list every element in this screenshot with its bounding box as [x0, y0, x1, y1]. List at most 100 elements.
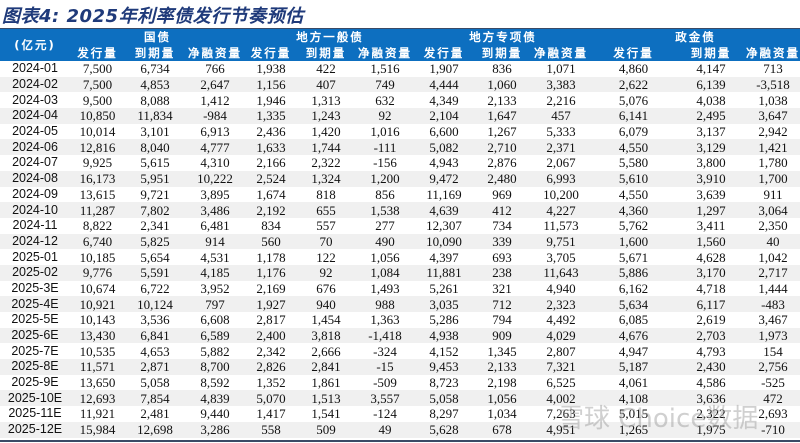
table-row: 2025-12E 15,984 12,698 3,286 558 509 49 5,628 67…	[0, 421, 800, 438]
table-cell: 1,633	[245, 139, 297, 156]
table-cell: 1,600	[591, 233, 676, 250]
table-cell: 5,654	[140, 249, 170, 265]
table-cell: 10,200	[543, 186, 579, 202]
table-cell: -525	[761, 375, 785, 391]
table-cell: 2,430	[676, 359, 746, 375]
table-cell: 6,117	[676, 296, 746, 312]
table-cell: 1,420	[311, 124, 341, 140]
table-cell: 4,002	[531, 390, 591, 407]
table-cell: 12,693	[70, 390, 125, 407]
table-cell: 1,938	[256, 61, 286, 77]
table-cell: 4,029	[531, 327, 591, 344]
table-cell: 5,634	[591, 296, 676, 312]
table-cell: 2,104	[415, 108, 473, 124]
table-cell: 6,139	[676, 76, 746, 93]
table-cell: -1,418	[355, 327, 415, 344]
column-header: 发行量	[591, 45, 676, 61]
table-cell: 5,058	[140, 375, 170, 391]
table-cell: 3,818	[297, 327, 355, 344]
table-cell: 1,363	[370, 312, 400, 328]
table-cell: 1,647	[473, 108, 531, 124]
table-cell: 4,860	[618, 61, 649, 77]
table-cell: 1,324	[297, 170, 355, 187]
table-cell: 3,536	[140, 312, 170, 328]
table-cell: 13,430	[70, 327, 125, 344]
table-cell: 2,169	[256, 280, 286, 296]
table-cell: 9,472	[415, 170, 473, 187]
group-header-local-special: 地方专项债	[415, 29, 591, 45]
table-cell: 5,187	[591, 359, 676, 375]
table-row: 2025-7E 10,535 4,653 5,882 2,342 2,666 -324 4,1…	[0, 343, 800, 359]
table-cell: 490	[355, 233, 415, 250]
table-cell: 6,740	[70, 233, 125, 250]
table-cell: 9,500	[82, 92, 113, 108]
table-row: 2024-11 8,822 2,341 6,481 834 557 277 12,307 734…	[0, 218, 800, 234]
table-cell: 11,921	[79, 406, 116, 422]
table-cell: 818	[316, 186, 336, 202]
column-header: 发行量	[70, 45, 125, 61]
table-cell: 4,938	[415, 327, 473, 344]
table-cell: 1,016	[370, 124, 400, 140]
table-cell: 92	[297, 264, 355, 281]
table-cell: 1,560	[676, 233, 746, 250]
table-cell: 6,600	[429, 124, 459, 140]
table-cell: 49	[355, 421, 415, 438]
table-cell: 1,176	[245, 264, 297, 281]
row-month: 2025-6E	[0, 327, 70, 344]
table-cell: 2,400	[245, 327, 297, 344]
table-cell: 10,850	[70, 108, 125, 124]
column-header: 到期量	[297, 45, 355, 61]
table-cell: 4,227	[531, 202, 591, 218]
table-cell: 5,671	[618, 249, 649, 265]
table-cell: 2,342	[256, 343, 286, 359]
table-cell: 277	[375, 218, 395, 234]
table-cell: 92	[355, 108, 415, 124]
table-row: 2025-5E 10,143 3,536 6,608 2,817 1,454 1,363 5,…	[0, 312, 800, 328]
table-cell: 11,573	[543, 218, 579, 234]
table-cell: 1,034	[487, 406, 517, 422]
table-cell: 6,525	[546, 375, 576, 391]
table-cell: 834	[261, 218, 281, 234]
table-cell: 8,723	[429, 375, 459, 391]
table-cell: 6,722	[140, 280, 170, 296]
table-cell: 836	[492, 61, 512, 77]
table-cell: 2,942	[758, 124, 788, 140]
row-month: 2024-09	[12, 186, 58, 201]
table-cell: -984	[185, 108, 245, 124]
column-header: 到期量	[473, 45, 531, 61]
table-cell: 8,040	[125, 139, 185, 156]
table-cell: 10,143	[79, 312, 116, 328]
table-cell: 1,345	[487, 343, 517, 359]
table-cell: 3,170	[676, 264, 746, 281]
table-cell: 766	[205, 61, 225, 77]
table-cell: 4,793	[696, 343, 726, 359]
table-row: 2025-10E 12,693 7,854 4,839 5,070 1,513 3,557 5…	[0, 390, 800, 407]
table-row: 2024-12 6,740 5,825 914 560 70 490 10,090 339 9,7…	[0, 233, 800, 250]
table-cell: 2,807	[546, 343, 576, 359]
table-cell: 5,825	[125, 233, 185, 250]
table-cell: 1,042	[758, 249, 788, 265]
row-month: 2025-10E	[0, 390, 70, 407]
table-cell: 2,876	[487, 155, 517, 171]
table-cell: 914	[185, 233, 245, 250]
table-cell: 2,166	[256, 155, 286, 171]
table-row: 2024-09 13,615 9,721 3,895 1,674 818 856 11,169…	[0, 187, 800, 203]
table-row: 2024-10 11,287 7,802 3,486 2,192 655 1,538 4,63…	[0, 202, 800, 218]
table-row: 2025-3E 10,674 6,722 3,952 2,169 676 1,493 5,26…	[0, 281, 800, 297]
table-cell: 4,628	[696, 249, 726, 265]
table-cell: 2,871	[125, 359, 185, 375]
table-cell: 2,756	[746, 359, 800, 375]
table-cell: 3,895	[200, 186, 230, 202]
table-cell: 2,693	[758, 406, 788, 422]
table-row: 2024-01 7,500 6,734 766 1,938 422 1,516 1,907 83…	[0, 61, 800, 77]
top-divider	[0, 28, 800, 29]
table-cell: 1,973	[746, 327, 800, 344]
table-cell: 557	[316, 218, 336, 234]
table-cell: 11,571	[70, 359, 125, 375]
table-cell: 7,500	[82, 61, 113, 77]
table-cell: 12,307	[426, 218, 462, 234]
table-cell: 2,133	[487, 92, 517, 108]
table-cell: 1,417	[256, 406, 286, 422]
table-cell: 3,411	[696, 218, 726, 234]
row-month: 2024-07	[12, 155, 58, 170]
